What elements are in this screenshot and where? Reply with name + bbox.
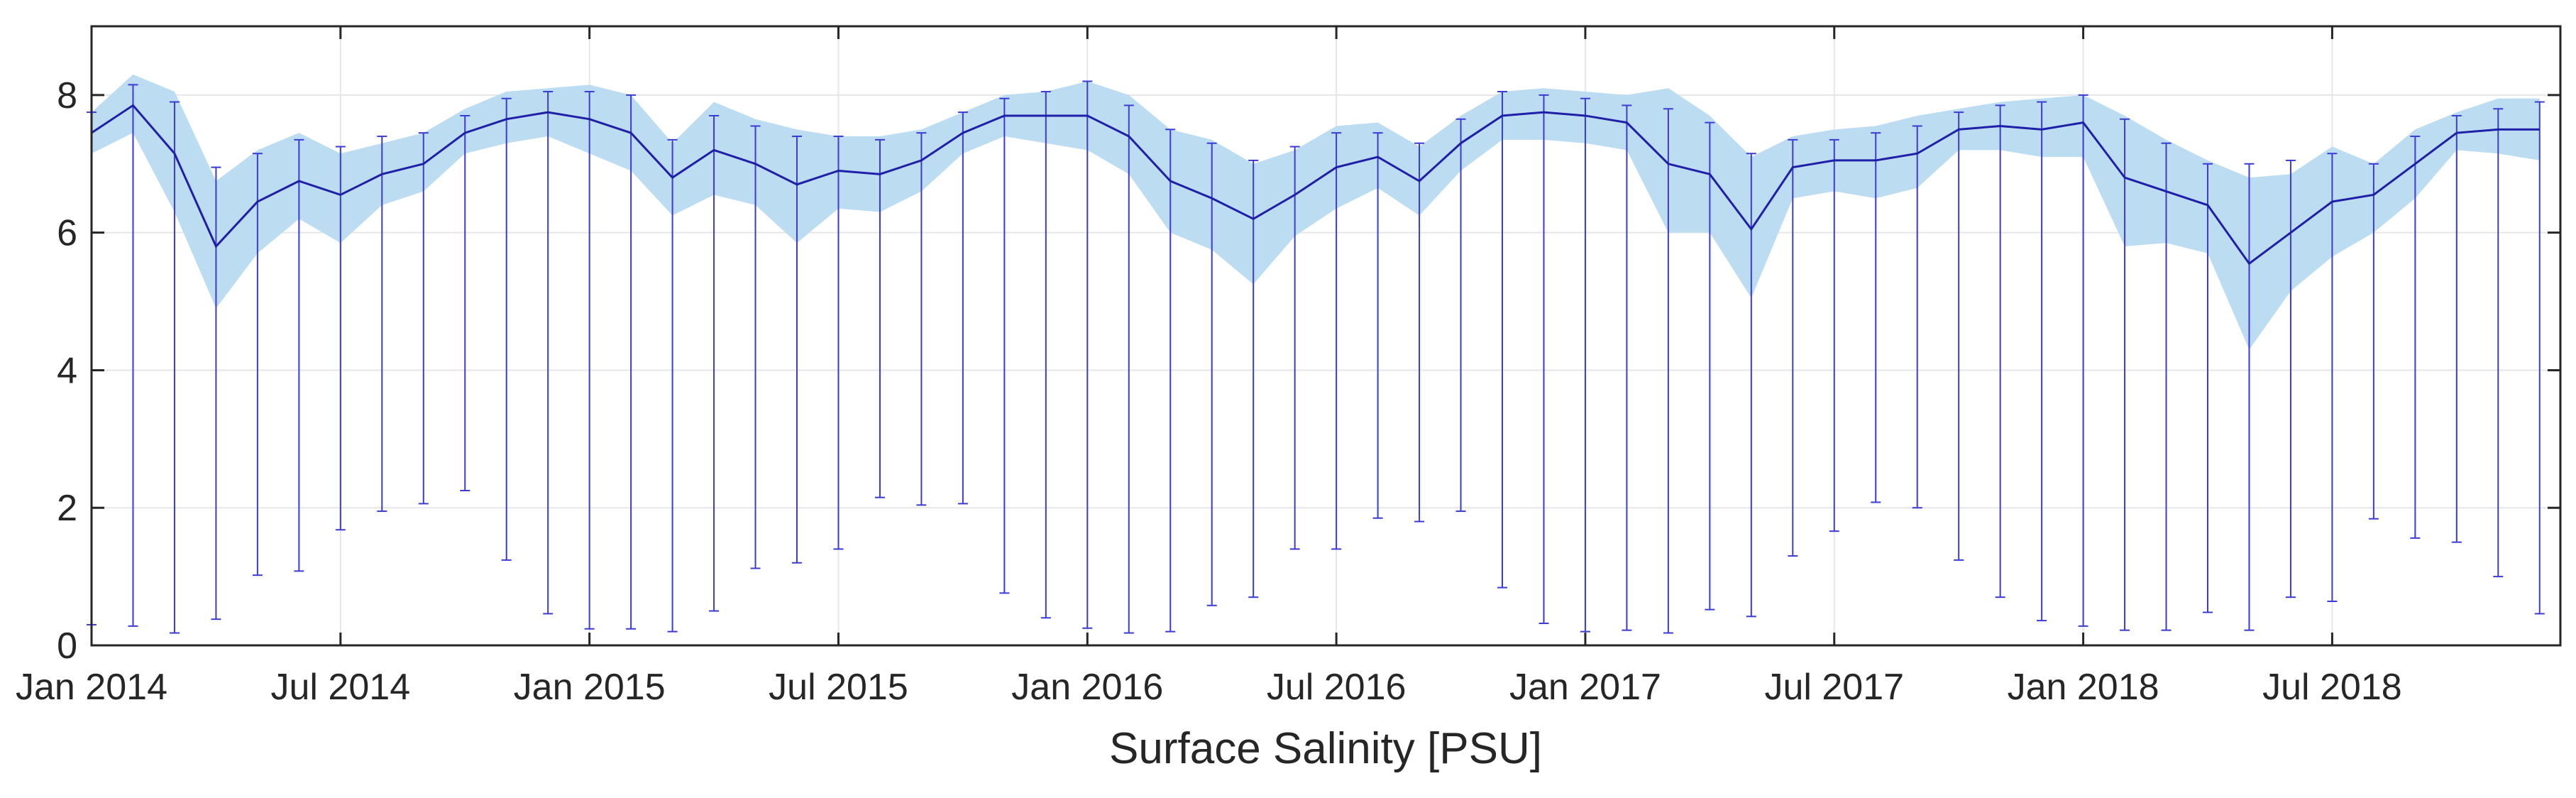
plot-frame xyxy=(90,25,2562,647)
axis-ticks xyxy=(90,26,2560,647)
y-tick-label: 6 xyxy=(57,213,77,254)
y-tick-label: 0 xyxy=(57,625,77,667)
x-tick-label: Jul 2016 xyxy=(1267,667,1407,708)
x-tick-label: Jan 2018 xyxy=(2008,667,2159,708)
x-axis-title: Surface Salinity [PSU] xyxy=(1109,724,1542,773)
x-tick-label: Jan 2014 xyxy=(16,667,167,708)
mean-line xyxy=(91,104,2540,266)
x-tick-label: Jul 2015 xyxy=(769,667,908,708)
x-tick-label: Jul 2018 xyxy=(2262,667,2402,708)
x-tick-label: Jan 2016 xyxy=(1011,667,1163,708)
y-tick-label: 2 xyxy=(57,488,77,529)
std-band xyxy=(92,74,2540,350)
y-tick-label: 8 xyxy=(57,75,77,116)
x-tick-label: Jan 2017 xyxy=(1509,667,1661,708)
y-tick-label: 4 xyxy=(57,350,77,391)
x-tick-labels: Jan 2014 Jul 2014 Jan 2015 Jul 2015 Jan 2016… xyxy=(16,667,2402,708)
x-tick-label: Jul 2017 xyxy=(1764,667,1904,708)
x-tick-label: Jul 2014 xyxy=(271,667,411,708)
min-max-whiskers xyxy=(87,80,2545,634)
y-tick-labels: 0 2 4 6 8 xyxy=(57,75,77,667)
x-tick-label: Jan 2015 xyxy=(514,667,666,708)
